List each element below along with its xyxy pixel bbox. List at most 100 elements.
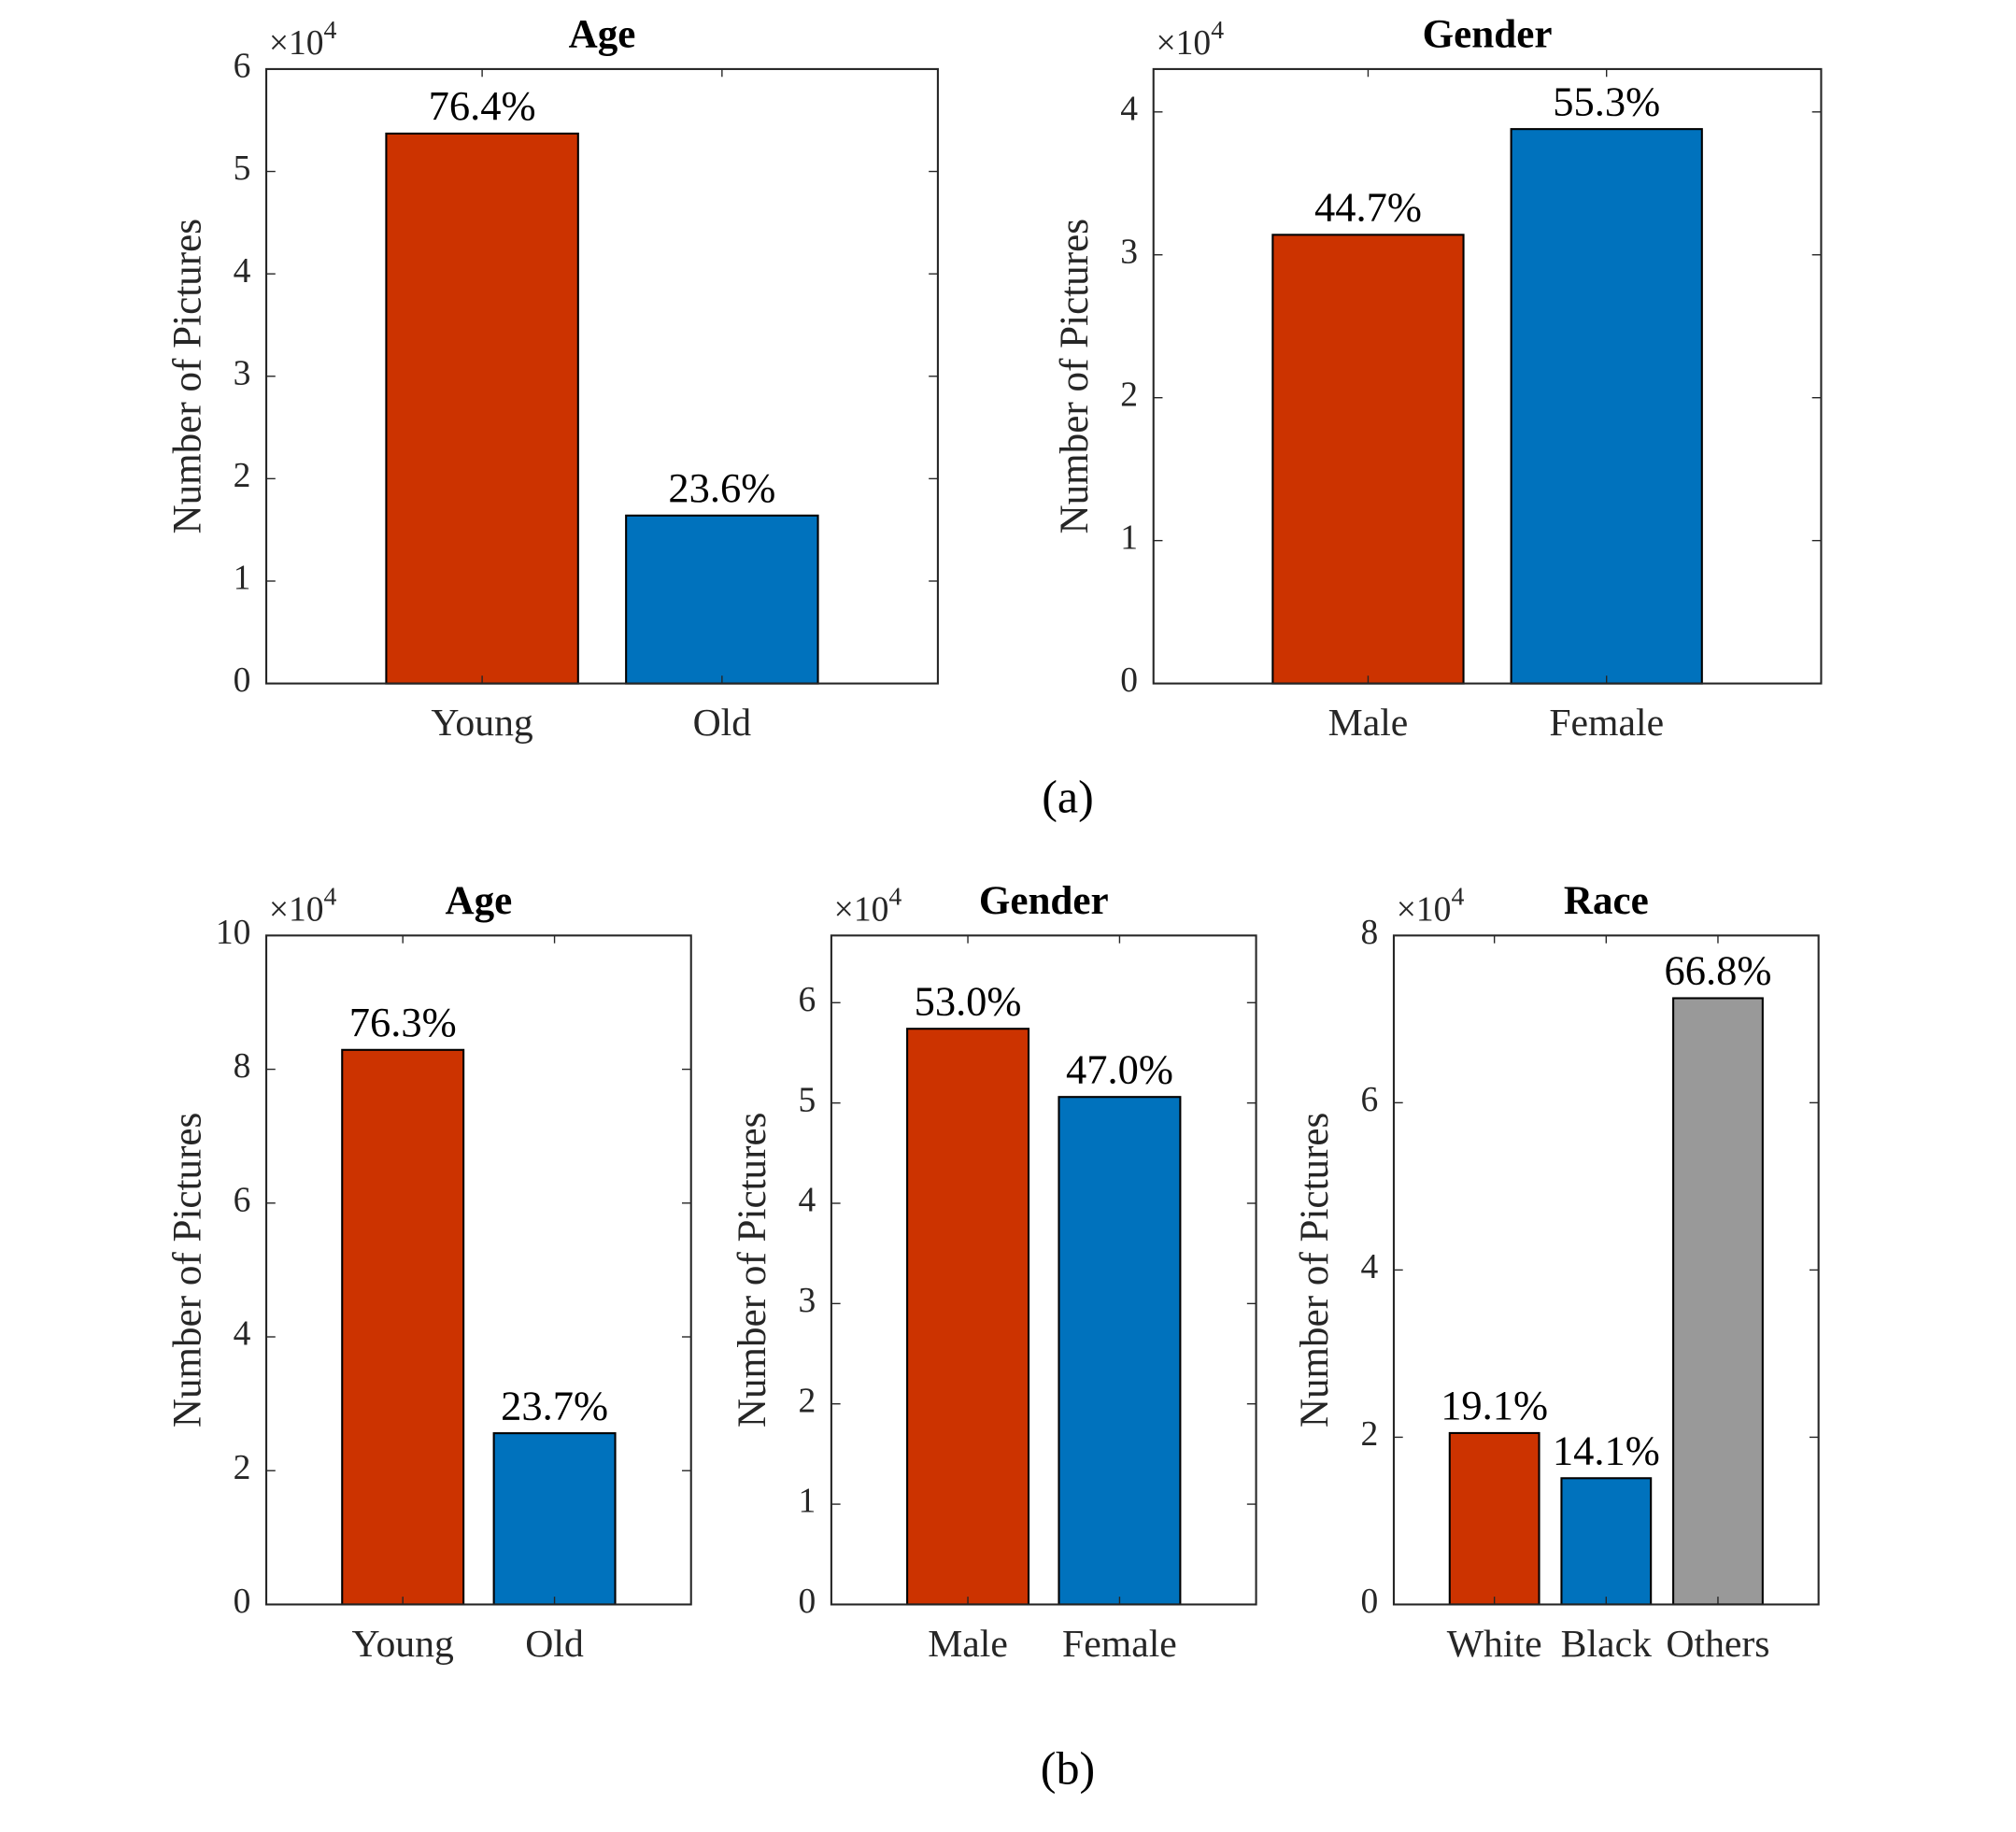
bar (492, 1432, 617, 1606)
y-tick-label: 5 (234, 149, 251, 188)
y-tick-label: 3 (1120, 233, 1138, 271)
x-tick-label: Male (1328, 702, 1409, 745)
y-tick-label: 0 (234, 1583, 251, 1621)
plot-area (1153, 68, 1822, 684)
y-tick-label: 3 (234, 354, 251, 392)
plot-area (266, 68, 938, 684)
y-tick-label: 1 (1120, 518, 1138, 557)
axes-frame (265, 67, 939, 685)
x-tick-label: Male (928, 1623, 1008, 1666)
y-tick-label: 0 (798, 1583, 816, 1621)
y-tick-label: 0 (1361, 1583, 1379, 1621)
y-tick-label: 6 (234, 1181, 251, 1219)
axes-frame (265, 934, 692, 1606)
x-tick-label: White (1447, 1623, 1542, 1666)
y-tick-label: 3 (798, 1282, 816, 1320)
bar (341, 1048, 465, 1606)
y-axis-label: Number of Pictures (1293, 1113, 1337, 1427)
y-tick-label: 4 (234, 252, 251, 291)
y-tick-label: 0 (234, 661, 251, 700)
bar (1672, 997, 1764, 1606)
multiplier-base: ×10 (269, 890, 324, 929)
x-tick-label: Others (1666, 1623, 1769, 1666)
bar-label: 19.1% (1441, 1382, 1548, 1428)
caption: (b) (1041, 1742, 1095, 1795)
multiplier-base: ×10 (1157, 23, 1212, 62)
y-tick-label: 5 (798, 1081, 816, 1119)
x-tick-label: Female (1062, 1623, 1177, 1666)
caption: (a) (1042, 771, 1094, 823)
multiplier-exponent: 4 (1451, 883, 1464, 912)
multiplier-exponent: 4 (888, 883, 902, 912)
multiplier-exponent: 4 (324, 16, 337, 45)
plot-area (831, 935, 1256, 1605)
y-tick-label: 4 (234, 1315, 251, 1354)
bar-label: 76.4% (429, 82, 536, 129)
y-tick-label: 0 (1120, 661, 1138, 700)
x-tick-label: Old (693, 702, 752, 745)
chart-title: Age (569, 12, 636, 56)
multiplier-base: ×10 (834, 890, 889, 929)
x-tick-label: Young (431, 702, 532, 745)
bar (625, 514, 819, 685)
y-tick-label: 4 (1361, 1248, 1379, 1286)
y-tick-label: 2 (1361, 1415, 1379, 1454)
bar-label: 23.7% (501, 1382, 608, 1428)
y-tick-label: 2 (234, 457, 251, 495)
bar (1510, 128, 1703, 685)
axis-multiplier: ×104 (1397, 883, 1465, 929)
axes-frame (1152, 67, 1823, 685)
axis-multiplier: ×104 (269, 883, 337, 929)
y-tick-label: 8 (234, 1047, 251, 1086)
chart-title: Age (445, 879, 512, 923)
y-tick-label: 1 (234, 560, 251, 598)
bar (385, 132, 579, 685)
y-tick-label: 2 (234, 1449, 251, 1487)
y-tick-label: 4 (798, 1182, 816, 1220)
y-tick-label: 10 (216, 914, 251, 952)
axes-frame (830, 934, 1257, 1606)
x-tick-label: Old (525, 1623, 584, 1666)
x-tick-label: Black (1561, 1623, 1652, 1666)
multiplier-base: ×10 (269, 23, 324, 62)
y-tick-label: 2 (798, 1382, 816, 1420)
plot-area (266, 935, 691, 1605)
multiplier-base: ×10 (1397, 890, 1452, 929)
y-tick-label: 4 (1120, 90, 1138, 128)
y-axis-label: Number of Pictures (165, 1113, 209, 1428)
y-axis-label: Number of Pictures (1053, 219, 1097, 533)
axis-multiplier: ×104 (834, 883, 902, 929)
bar-label: 23.6% (668, 464, 775, 511)
y-tick-label: 6 (798, 981, 816, 1019)
bar-label: 53.0% (915, 977, 1022, 1024)
bar-label: 14.1% (1553, 1427, 1660, 1473)
x-tick-label: Young (352, 1623, 454, 1666)
bar-label: 44.7% (1314, 184, 1422, 231)
bar-label: 47.0% (1066, 1045, 1173, 1092)
bar-label: 55.3% (1553, 78, 1660, 124)
chart-title: Gender (979, 879, 1109, 923)
chart-title: Gender (1423, 12, 1553, 56)
y-tick-label: 6 (1361, 1081, 1379, 1119)
x-tick-label: Female (1549, 702, 1664, 745)
axis-multiplier: ×104 (1157, 16, 1225, 62)
bar (1448, 1431, 1540, 1606)
y-tick-label: 8 (1361, 914, 1379, 952)
multiplier-exponent: 4 (1211, 16, 1224, 45)
bar-label: 76.3% (349, 999, 457, 1045)
bar (1271, 234, 1465, 685)
multiplier-exponent: 4 (324, 883, 337, 912)
y-tick-label: 6 (234, 48, 251, 86)
y-axis-label: Number of Pictures (731, 1113, 774, 1428)
axes-frame (1392, 934, 1820, 1606)
bar (906, 1028, 1030, 1606)
bar (1560, 1477, 1653, 1606)
chart-title: Race (1564, 879, 1649, 923)
y-tick-label: 1 (798, 1483, 816, 1521)
axis-multiplier: ×104 (269, 16, 337, 62)
bar (1058, 1096, 1182, 1606)
y-axis-label: Number of Pictures (165, 219, 209, 533)
bar-label: 66.8% (1665, 947, 1772, 994)
y-tick-label: 2 (1120, 376, 1138, 414)
